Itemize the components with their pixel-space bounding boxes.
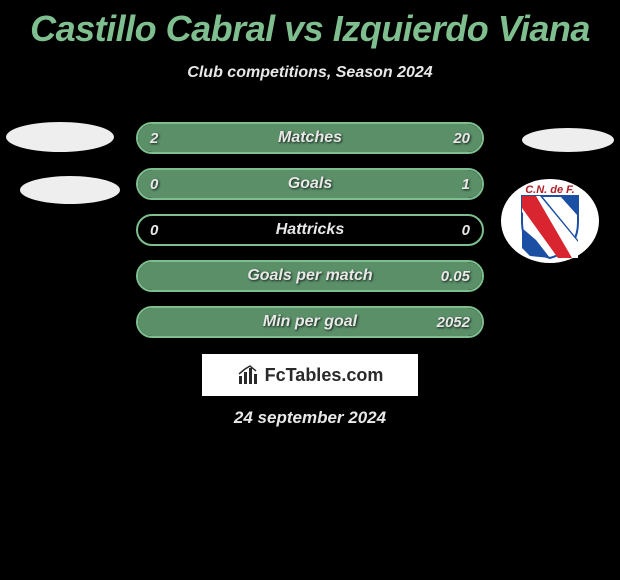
stat-value-right: 0: [462, 216, 470, 244]
stat-label: Hattricks: [138, 216, 482, 244]
date-text: 24 september 2024: [0, 408, 620, 428]
stat-label: Min per goal: [138, 308, 482, 336]
club-crest-text: C.N. de F.: [525, 184, 575, 196]
stat-value-right: 20: [453, 124, 470, 152]
stat-value-right: 1: [462, 170, 470, 198]
stat-row: 2Matches20: [136, 122, 484, 154]
club-badge-right: C.N. de F.: [500, 178, 600, 264]
stat-row: 0Hattricks0: [136, 214, 484, 246]
stat-row: Goals per match0.05: [136, 260, 484, 292]
stat-row: 0Goals1: [136, 168, 484, 200]
stat-value-right: 2052: [437, 308, 470, 336]
page-title: Castillo Cabral vs Izquierdo Viana: [0, 0, 620, 50]
stat-value-right: 0.05: [441, 262, 470, 290]
stat-label: Goals: [138, 170, 482, 198]
stat-row: Min per goal2052: [136, 306, 484, 338]
stat-label: Goals per match: [138, 262, 482, 290]
page-subtitle: Club competitions, Season 2024: [0, 64, 620, 82]
player-left-placeholder-1: [6, 122, 114, 152]
stat-label: Matches: [138, 124, 482, 152]
stats-list: 2Matches200Goals10Hattricks0Goals per ma…: [136, 122, 484, 352]
brand-chart-icon: [237, 364, 259, 386]
brand-box: FcTables.com: [202, 354, 418, 396]
player-right-placeholder-1: [522, 128, 614, 152]
club-crest-icon: C.N. de F.: [500, 178, 600, 264]
brand-text: FcTables.com: [265, 365, 384, 386]
player-left-placeholder-2: [20, 176, 120, 204]
